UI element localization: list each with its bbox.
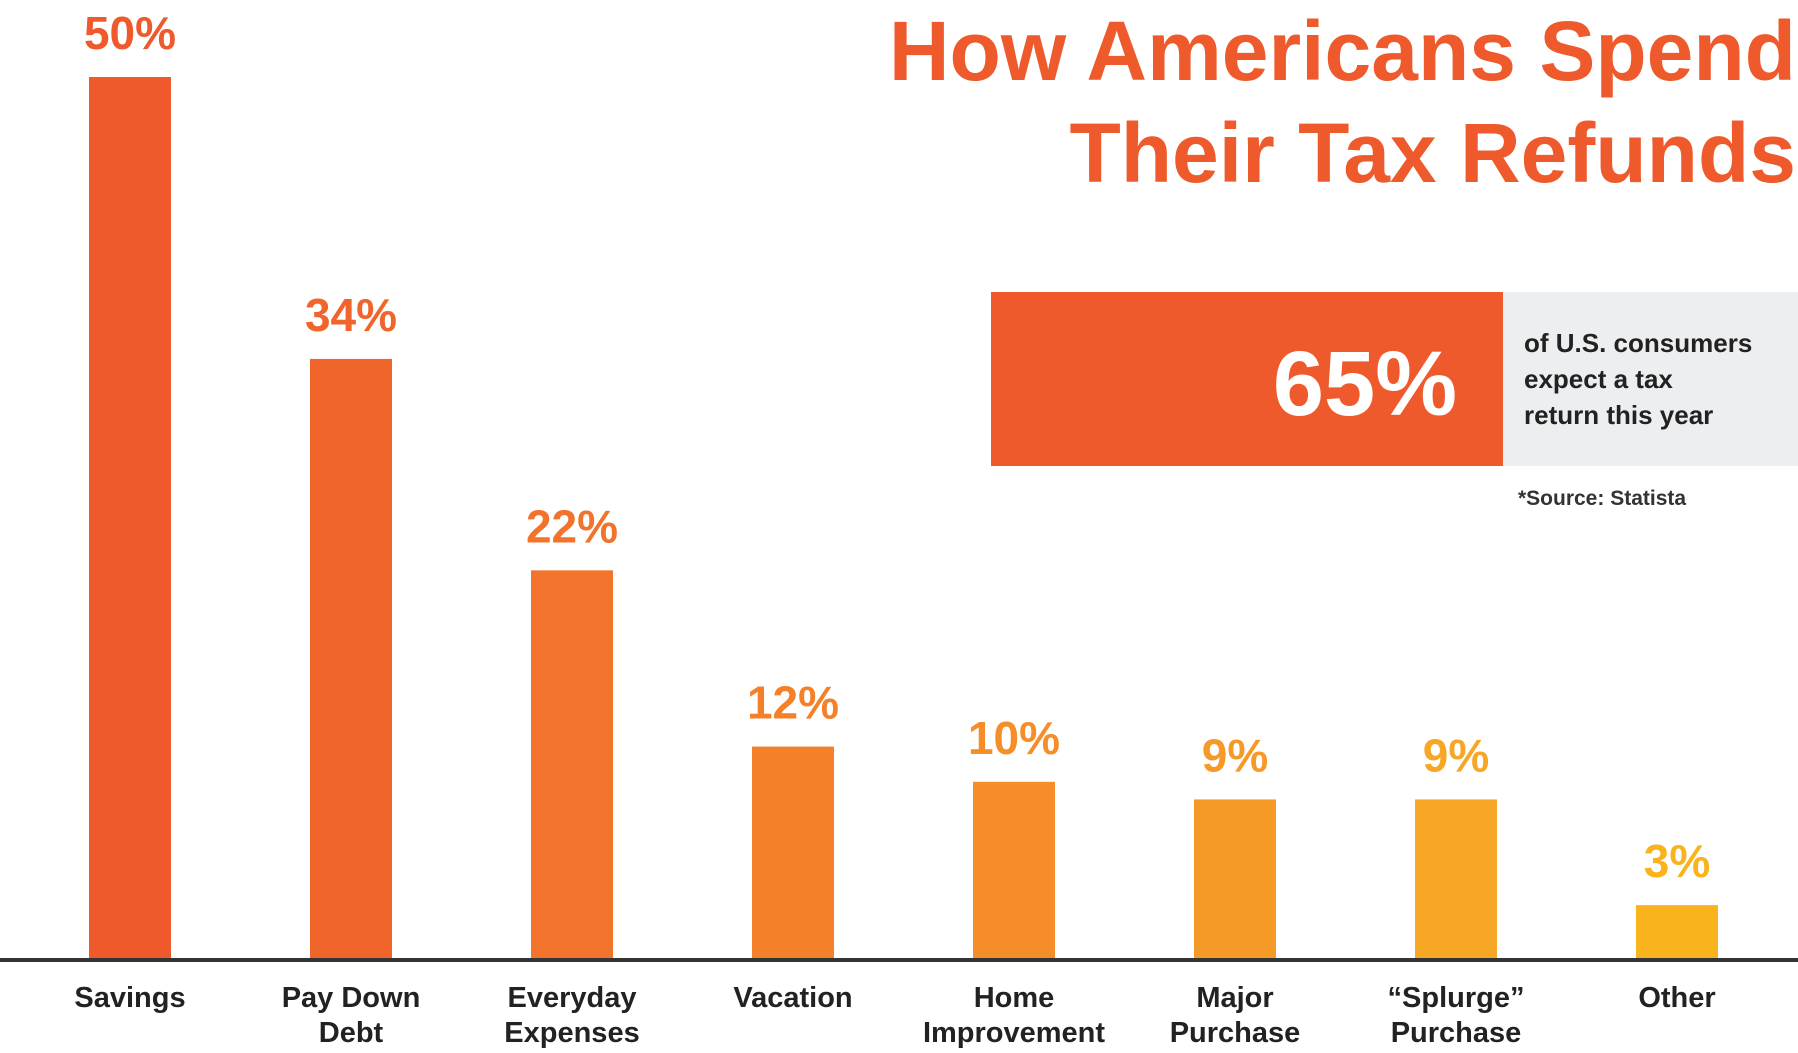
value-label: 34% (305, 289, 397, 341)
category-label: Debt (319, 1017, 384, 1049)
category-label: Other (1638, 982, 1715, 1014)
category-label: Major (1196, 982, 1273, 1014)
callout-description-line: expect a tax (1524, 364, 1673, 394)
value-labels-group: 50% 34% 22% 12% 10% 9% 9% 3% (84, 7, 1710, 887)
value-label: 10% (968, 712, 1060, 764)
category-label: Expenses (504, 1017, 639, 1049)
category-label: Pay Down (282, 982, 421, 1014)
callout-description-line: return this year (1524, 400, 1713, 430)
value-label: 9% (1423, 729, 1489, 781)
value-label: 22% (526, 500, 618, 552)
value-label: 9% (1202, 729, 1268, 781)
bar (1194, 799, 1276, 958)
callout-description: of U.S. consumers expect a tax return this… (1524, 328, 1752, 430)
source-note: *Source: Statista (1518, 487, 1686, 510)
callout-description-line: of U.S. consumers (1524, 328, 1752, 358)
callout-value: 65% (1273, 333, 1457, 435)
bar (1636, 905, 1718, 958)
callout-text-panel (1503, 292, 1798, 466)
value-label: 12% (747, 677, 839, 729)
bar (310, 358, 392, 958)
value-label: 3% (1644, 835, 1710, 887)
category-label: Purchase (1170, 1017, 1301, 1049)
bar (1415, 799, 1497, 958)
bar (973, 781, 1055, 958)
value-label: 50% (84, 7, 176, 59)
category-label: Purchase (1391, 1017, 1522, 1049)
chart-title-line: Their Tax Refunds (1069, 106, 1796, 200)
bar (89, 77, 171, 958)
category-label: Everyday (508, 982, 637, 1014)
category-label: Improvement (923, 1017, 1105, 1049)
category-label: Vacation (733, 982, 852, 1014)
bar (531, 570, 613, 958)
callout-box: 65% of U.S. consumers expect a tax return … (991, 292, 1798, 466)
chart-title-line: How Americans Spend (889, 4, 1796, 98)
category-label: Savings (74, 982, 185, 1014)
category-label: “Splurge” (1388, 982, 1525, 1014)
category-label: Home (974, 982, 1055, 1014)
callout-accent-panel (991, 292, 1503, 466)
bar (752, 746, 834, 958)
bars-group (89, 77, 1718, 958)
